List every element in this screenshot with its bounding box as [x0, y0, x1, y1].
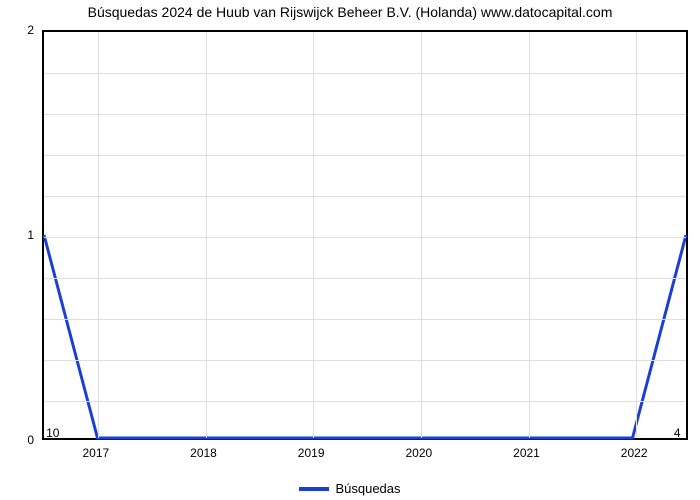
gridline-horizontal-minor — [44, 114, 686, 115]
legend-item-busquedas: Búsquedas — [299, 481, 400, 496]
gridline-vertical — [313, 32, 314, 438]
chart-title: Búsquedas 2024 de Huub van Rijswijck Beh… — [0, 4, 700, 20]
series-line — [44, 235, 686, 438]
gridline-vertical — [421, 32, 422, 438]
x-tick-label: 2020 — [405, 446, 432, 460]
x-tick-label: 2021 — [513, 446, 540, 460]
legend: Búsquedas — [0, 479, 700, 497]
gridline-vertical — [98, 32, 99, 438]
chart-container: Búsquedas 2024 de Huub van Rijswijck Beh… — [0, 0, 700, 500]
x-tick-label: 2018 — [190, 446, 217, 460]
gridline-vertical — [636, 32, 637, 438]
legend-swatch — [299, 487, 329, 491]
gridline-horizontal — [44, 237, 686, 238]
data-point-label: 4 — [674, 426, 681, 440]
gridline-horizontal-minor — [44, 319, 686, 320]
y-tick-label: 0 — [14, 433, 34, 447]
y-tick-label: 1 — [14, 228, 34, 242]
data-point-label: 10 — [46, 426, 59, 440]
gridline-horizontal-minor — [44, 155, 686, 156]
x-tick-label: 2019 — [298, 446, 325, 460]
x-tick-label: 2022 — [621, 446, 648, 460]
x-tick-label: 2017 — [82, 446, 109, 460]
y-tick-label: 2 — [14, 23, 34, 37]
gridline-horizontal-minor — [44, 196, 686, 197]
plot-area — [42, 30, 688, 440]
gridline-horizontal-minor — [44, 401, 686, 402]
gridline-horizontal-minor — [44, 360, 686, 361]
legend-label: Búsquedas — [335, 481, 400, 496]
gridline-vertical — [529, 32, 530, 438]
gridline-horizontal-minor — [44, 73, 686, 74]
gridline-vertical — [206, 32, 207, 438]
gridline-horizontal-minor — [44, 278, 686, 279]
line-layer — [44, 32, 686, 438]
